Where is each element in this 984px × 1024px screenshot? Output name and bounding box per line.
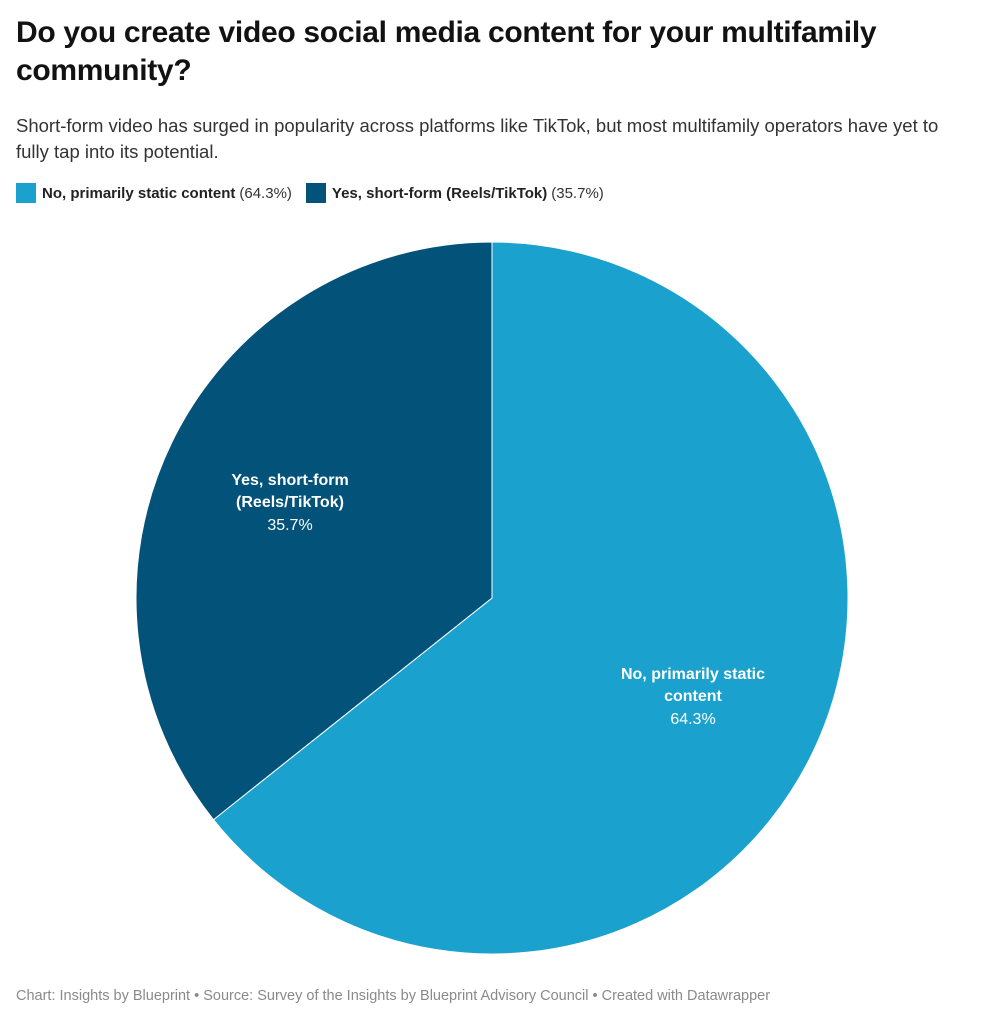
- chart-title: Do you create video social media content…: [16, 16, 877, 87]
- slice-label-shortform-line2: (Reels/TikTok): [236, 494, 344, 511]
- legend-swatch-shortform: [305, 183, 326, 203]
- slice-label-static-line1: No, primarily static: [621, 666, 765, 683]
- slice-label-shortform-line1: Yes, short-form: [231, 472, 348, 489]
- legend-item-static: No, primarily static content (64.3%): [16, 183, 292, 203]
- slice-value-shortform: 35.7%: [267, 517, 312, 534]
- legend-value-static: (64.3%): [239, 184, 292, 202]
- legend-item-shortform: Yes, short-form (Reels/TikTok) (35.7%): [305, 183, 604, 203]
- pie-slice-shortform: [135, 241, 493, 821]
- legend-label-static: No, primarily static content: [42, 184, 236, 202]
- legend-swatch-static: [16, 183, 36, 203]
- slice-label-static-line2: content: [664, 688, 722, 705]
- pie-slice-static: [212, 241, 849, 955]
- chart-subtitle: Short-form video has surged in popularit…: [16, 115, 939, 162]
- legend-value-shortform: (35.7%): [551, 184, 604, 202]
- chart-footer: Chart: Insights by Blueprint • Source: S…: [16, 988, 771, 1004]
- slice-value-static: 64.3%: [670, 711, 715, 728]
- legend-label-shortform: Yes, short-form (Reels/TikTok): [331, 184, 548, 202]
- legend: No, primarily static content (64.3%) Yes…: [16, 183, 618, 203]
